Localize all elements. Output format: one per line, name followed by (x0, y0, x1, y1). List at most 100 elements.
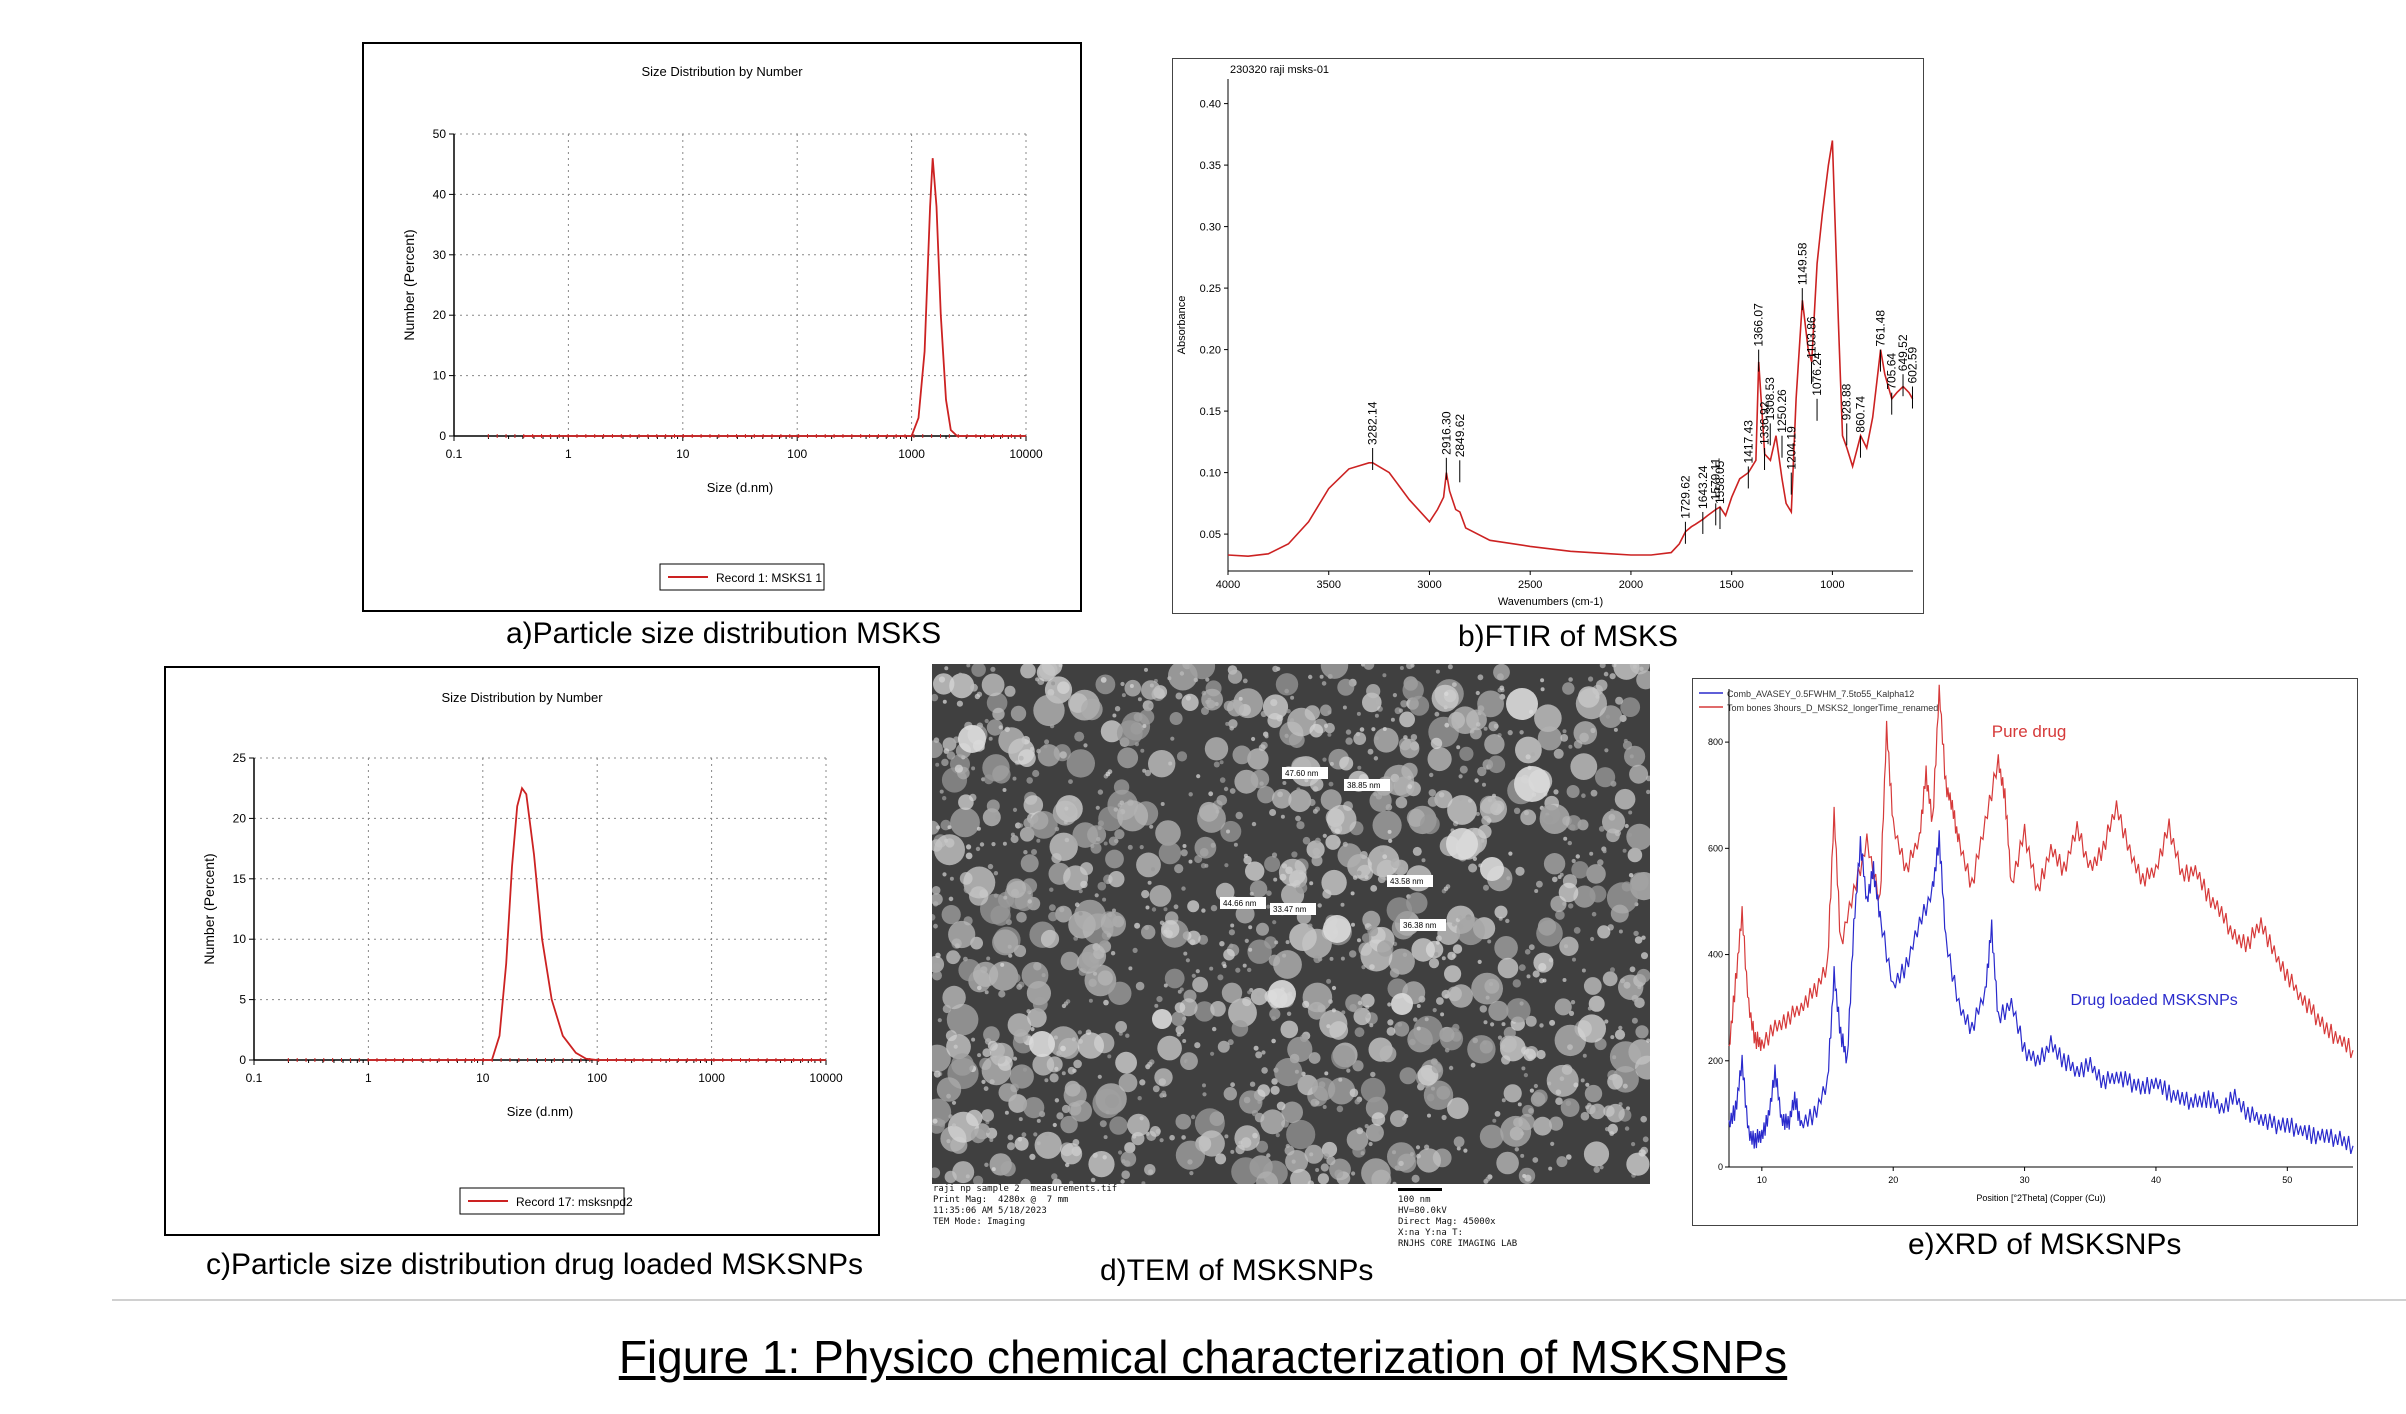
tem-particle (1369, 789, 1392, 812)
tem-particle (1302, 982, 1333, 1013)
y-tick-label: 0.30 (1200, 222, 1221, 234)
tem-particle (1444, 722, 1450, 728)
tem-particle (1141, 680, 1161, 700)
tem-particle (1235, 967, 1241, 973)
tem-particle (932, 740, 943, 758)
panel-d-tem-image: 47.60 nm 38.85 nm 44.66 nm 33.47 nm 43.58 nm… (932, 664, 1650, 1184)
y-tick-label: 40 (433, 187, 447, 201)
tem-particle (1142, 724, 1147, 728)
tem-particle (1115, 1051, 1137, 1074)
tem-particle (1479, 1005, 1487, 1013)
tem-particle (1060, 951, 1080, 971)
x-tick-label: 40 (2151, 1175, 2161, 1185)
tem-particle (1227, 1039, 1234, 1046)
tem-particle (1117, 747, 1139, 769)
tem-particle (1640, 1115, 1647, 1123)
tem-particle (1345, 994, 1364, 1013)
tem-particle (1187, 900, 1200, 913)
tem-particle (1074, 902, 1080, 907)
tem-particle (1542, 978, 1547, 983)
tem-particle (1322, 833, 1327, 838)
tem-particle (1387, 1002, 1392, 1007)
tem-particle (1590, 789, 1598, 797)
tem-particle (1023, 1097, 1045, 1119)
tem-particle (1494, 905, 1508, 919)
tem-particle (1359, 727, 1365, 732)
chart-title: Size Distribution by Number (441, 690, 603, 705)
tem-particle (1376, 1118, 1383, 1125)
tem-particle (1147, 1061, 1153, 1067)
tem-particle (1365, 1096, 1389, 1120)
tem-particle (1186, 1059, 1194, 1068)
tem-particle (1447, 951, 1456, 961)
tem-particle (1108, 981, 1132, 1005)
tem-particle (1238, 696, 1243, 701)
tem-particle (1627, 847, 1643, 863)
tem-particle (1555, 910, 1565, 920)
tem-particle (1345, 729, 1352, 735)
tem-particle (948, 920, 976, 949)
tem-particle (1459, 746, 1474, 761)
tem-particle (1434, 790, 1453, 809)
tem-particle (985, 1129, 990, 1134)
tem-particle (1561, 1064, 1573, 1075)
tem-particle (1170, 736, 1175, 741)
tem-particle (1074, 731, 1085, 742)
x-tick-label: 1 (365, 1071, 372, 1085)
tem-particle (1566, 785, 1580, 798)
tem-particle (1329, 761, 1334, 766)
tem-particle (1261, 1067, 1268, 1074)
tem-particle (1597, 925, 1611, 939)
tem-particle (1634, 936, 1643, 944)
tem-particle (1328, 1077, 1356, 1105)
tem-particle (1217, 1040, 1230, 1053)
tem-particle (1026, 777, 1033, 784)
tem-particle (1629, 764, 1649, 784)
legend-label: Comb_AVASEY_0.5FWHM_7.5to55_Kalpha12 (1727, 689, 1914, 699)
tem-particle (1345, 737, 1353, 745)
tem-particle (1280, 1020, 1299, 1039)
tem-particle (1470, 1062, 1476, 1068)
tem-particle (1328, 999, 1333, 1004)
tem-particle (1444, 691, 1449, 696)
tem-particle (1002, 788, 1007, 792)
tem-particle (1568, 744, 1573, 749)
tem-particle (1137, 697, 1142, 702)
tem-particle (1059, 907, 1065, 913)
tem-particle (1539, 1023, 1544, 1028)
tem-particle (1597, 859, 1604, 866)
tem-particle (956, 954, 961, 960)
x-tick-label: 1000 (898, 447, 925, 461)
tem-particle (977, 985, 982, 991)
tem-particle (1136, 852, 1161, 878)
tem-particle (1614, 1029, 1626, 1040)
tem-particle (1100, 677, 1107, 683)
tem-particle (1341, 1010, 1346, 1015)
tem-particle (1635, 1055, 1650, 1080)
tem-particle (1363, 664, 1375, 670)
x-tick-label: 1000 (698, 1071, 725, 1085)
xrd-series-line (1728, 684, 2354, 1059)
tem-particle (1068, 779, 1073, 784)
tem-particle (1281, 1101, 1303, 1124)
tem-particle (998, 725, 1003, 730)
tem-particle (1115, 1021, 1127, 1033)
tem-particle (1558, 882, 1579, 903)
tem-particle (1575, 688, 1607, 720)
tem-particle (1250, 988, 1268, 1006)
tem-particle (1308, 674, 1313, 680)
tem-particle (1161, 1090, 1167, 1096)
x-tick-label: 3000 (1417, 579, 1441, 591)
tem-particle (1145, 905, 1150, 910)
tem-particle (971, 1037, 976, 1042)
tem-particle (1387, 829, 1392, 834)
x-tick-label: 1500 (1719, 579, 1743, 591)
tem-particle (1114, 829, 1125, 840)
tem-particle (946, 1034, 971, 1060)
tem-particle (969, 886, 989, 906)
tem-particle (1189, 664, 1216, 680)
tem-particle (1609, 673, 1616, 680)
tem-particle (1577, 1014, 1606, 1043)
